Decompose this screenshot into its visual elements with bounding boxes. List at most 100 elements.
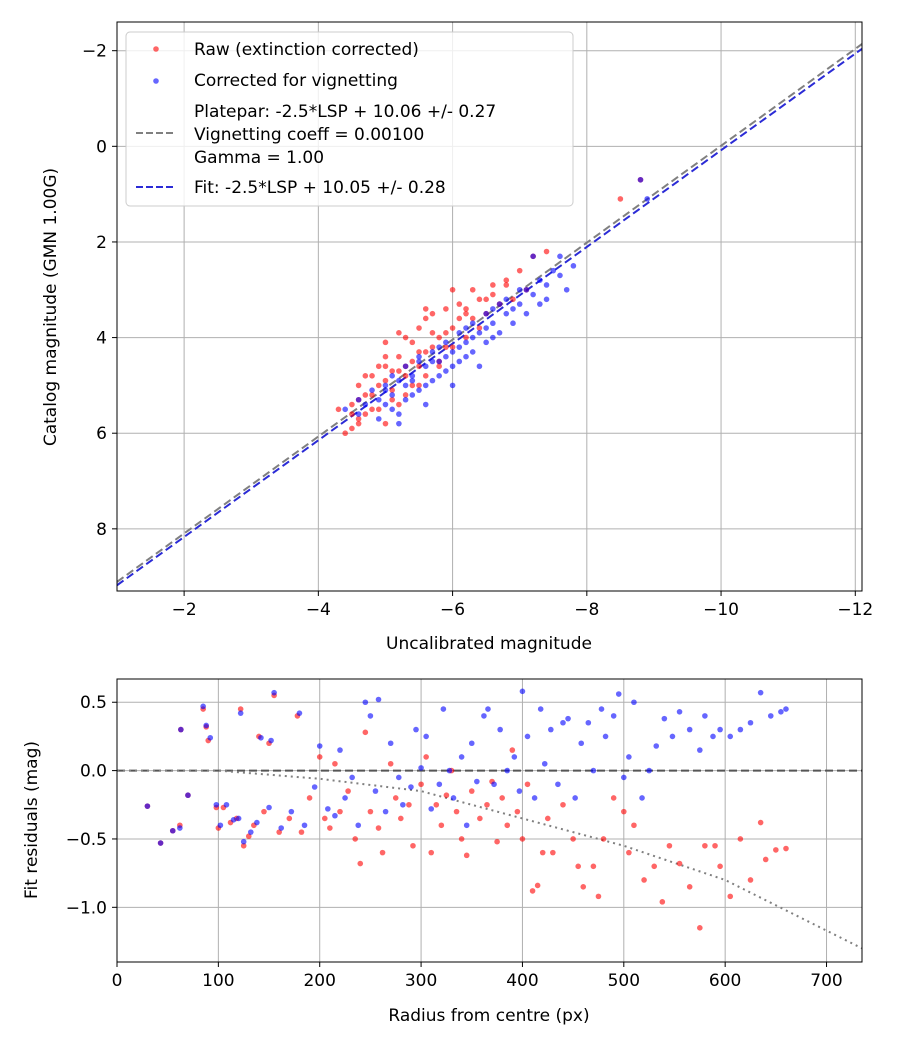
raw-point	[449, 325, 456, 331]
raw-point	[543, 248, 550, 255]
corrected-point	[783, 706, 789, 712]
raw-point	[337, 808, 343, 815]
corrected-point	[727, 733, 734, 740]
raw-point	[641, 877, 647, 883]
corrected-point	[476, 363, 483, 370]
raw-point	[379, 849, 386, 856]
raw-point	[666, 842, 673, 849]
corrected-point	[610, 713, 617, 719]
corrected-point	[531, 795, 538, 801]
corrected-point	[440, 706, 447, 712]
legend-marker-raw	[153, 46, 159, 52]
corrected-point	[523, 310, 530, 317]
corrected-point	[402, 396, 409, 403]
raw-point	[428, 849, 435, 856]
corrected-point	[254, 819, 260, 826]
corrected-point	[557, 272, 563, 279]
corrected-point	[637, 176, 644, 183]
corrected-point	[402, 382, 409, 389]
raw-point	[429, 329, 436, 336]
corrected-point	[446, 767, 453, 774]
corrected-point	[185, 792, 191, 799]
raw-point	[422, 306, 429, 312]
raw-point	[433, 801, 440, 808]
x-tick-label: −6	[440, 600, 465, 620]
x-tick-label: 700	[810, 971, 842, 991]
raw-point	[621, 808, 627, 815]
y-tick-label: 0.0	[80, 762, 107, 782]
corrected-point	[555, 781, 561, 788]
raw-point	[651, 863, 658, 870]
top-axes-frame	[116, 21, 863, 592]
corrected-point	[543, 296, 550, 303]
bottom-grid	[116, 679, 862, 962]
legend-label-platepar: Platepar: -2.5*LSP + 10.06 +/- 0.27	[194, 102, 496, 122]
corrected-point	[436, 344, 442, 350]
corrected-point	[458, 754, 465, 760]
raw-point	[686, 884, 693, 890]
corrected-point	[747, 719, 754, 726]
raw-point	[402, 392, 409, 398]
corrected-point	[686, 726, 693, 733]
raw-point	[396, 368, 402, 374]
corrected-point	[516, 301, 523, 307]
raw-point	[631, 822, 637, 829]
raw-point	[362, 729, 369, 736]
legend-label-raw: Raw (extinction corrected)	[194, 40, 419, 60]
raw-point	[422, 373, 429, 379]
corrected-point	[372, 788, 379, 794]
raw-point	[468, 788, 475, 794]
raw-point	[402, 373, 409, 379]
raw-point	[499, 795, 505, 801]
raw-point	[712, 842, 718, 849]
raw-point	[617, 196, 624, 202]
corrected-point	[585, 719, 592, 726]
corrected-point	[563, 286, 570, 293]
corrected-point	[468, 740, 475, 747]
corrected-point	[416, 353, 422, 360]
corrected-point	[537, 301, 543, 307]
corrected-point	[418, 765, 424, 771]
corrected-point	[602, 733, 609, 740]
raw-point	[458, 836, 465, 842]
corrected-point	[537, 706, 544, 712]
corrected-point	[639, 795, 645, 801]
raw-point	[429, 310, 436, 317]
corrected-point	[422, 401, 429, 408]
corrected-point	[389, 392, 395, 398]
y-tick-label: 0.5	[80, 693, 107, 713]
corrected-point	[423, 733, 429, 740]
corrected-point	[646, 767, 652, 774]
raw-point	[570, 836, 576, 842]
corrected-point	[483, 310, 489, 317]
raw-point	[416, 382, 422, 389]
raw-point	[580, 884, 587, 890]
corrected-point	[396, 411, 402, 417]
raw-point	[349, 411, 355, 417]
corrected-point	[428, 806, 435, 812]
bottom-axes-frame	[116, 678, 863, 963]
corrected-point	[301, 822, 308, 829]
legend-label-vignetting: Vignetting coeff = 0.00100	[194, 125, 424, 145]
corrected-point	[449, 349, 456, 355]
y-tick-label: 4	[96, 329, 107, 349]
corrected-point	[456, 329, 463, 336]
corrected-point	[325, 806, 331, 812]
corrected-point	[469, 334, 476, 341]
bottom-y-ticks: 0.5 0.0 −0.5 −1.0	[66, 693, 117, 918]
corrected-point	[661, 715, 668, 722]
corrected-point	[510, 306, 516, 312]
corrected-point	[496, 329, 503, 336]
raw-point	[261, 808, 267, 815]
raw-point	[357, 860, 364, 867]
corrected-point	[717, 726, 723, 733]
legend-label-gamma: Gamma = 1.00	[194, 148, 324, 168]
corrected-point	[463, 353, 469, 360]
raw-point	[382, 339, 389, 346]
corrected-point	[342, 795, 348, 801]
raw-point	[595, 893, 602, 900]
line-platepar	[117, 43, 862, 583]
raw-point	[396, 353, 402, 360]
corrected-point	[213, 801, 220, 808]
raw-point	[717, 863, 723, 870]
